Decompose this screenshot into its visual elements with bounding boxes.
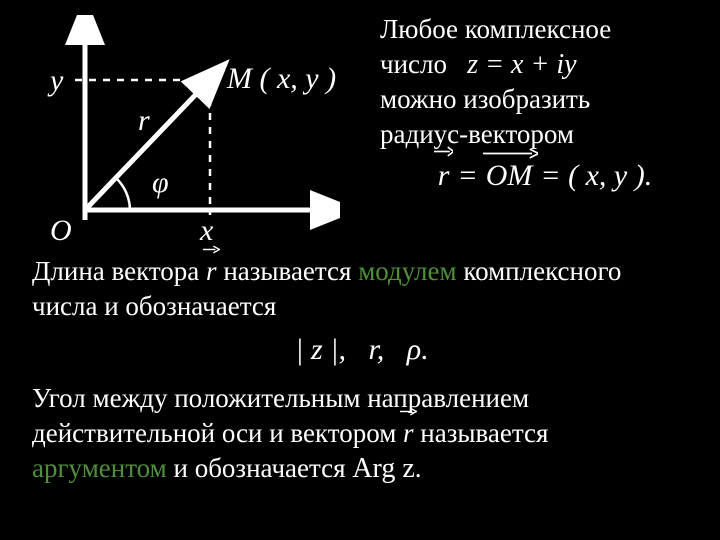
label-r: r	[138, 104, 150, 137]
r-vector-inline-1: r	[206, 254, 217, 289]
intro-line-2: число z = x + iy	[380, 47, 710, 83]
label-O: O	[50, 214, 72, 245]
r-vector-inline-2: r	[403, 416, 414, 451]
arg-label: Arg z	[352, 453, 414, 484]
highlight-argument: аргументом	[32, 453, 167, 483]
label-x: x	[199, 214, 214, 245]
complex-plane-diagram: O x y r φ M ( x, y )	[30, 15, 340, 240]
intro-line-1: Любое комплексное	[380, 12, 710, 47]
label-y: y	[47, 64, 64, 97]
formula-r-eq-OM: r = OM = ( x, y ).	[380, 157, 710, 195]
highlight-modulus: модулем	[358, 256, 456, 286]
angle-arc	[116, 178, 130, 210]
label-M: M ( x, y )	[226, 62, 336, 95]
label-phi: φ	[152, 166, 169, 199]
formula-z-eq: z = x + iy	[467, 49, 576, 80]
intro-text-block: Любое комплексное число z = x + iy можно…	[380, 12, 710, 196]
paragraph-argument: Угол между положительным направлением де…	[32, 381, 692, 486]
paragraph-modulus: Длина вектора r называется модулем компл…	[32, 254, 692, 323]
point-M	[205, 75, 215, 85]
r-vector-symbol: r	[438, 157, 450, 195]
OM-vector-symbol: OM	[486, 157, 533, 195]
diagram-svg: O x y r φ M ( x, y )	[30, 15, 340, 245]
intro-line-3: можно изобразить	[380, 82, 710, 117]
intro-line-4: радиус-вектором	[380, 117, 710, 152]
body-text-block: Длина вектора r называется модулем компл…	[32, 254, 692, 494]
formula-mod-z: | z |, r, ρ.	[32, 331, 692, 369]
